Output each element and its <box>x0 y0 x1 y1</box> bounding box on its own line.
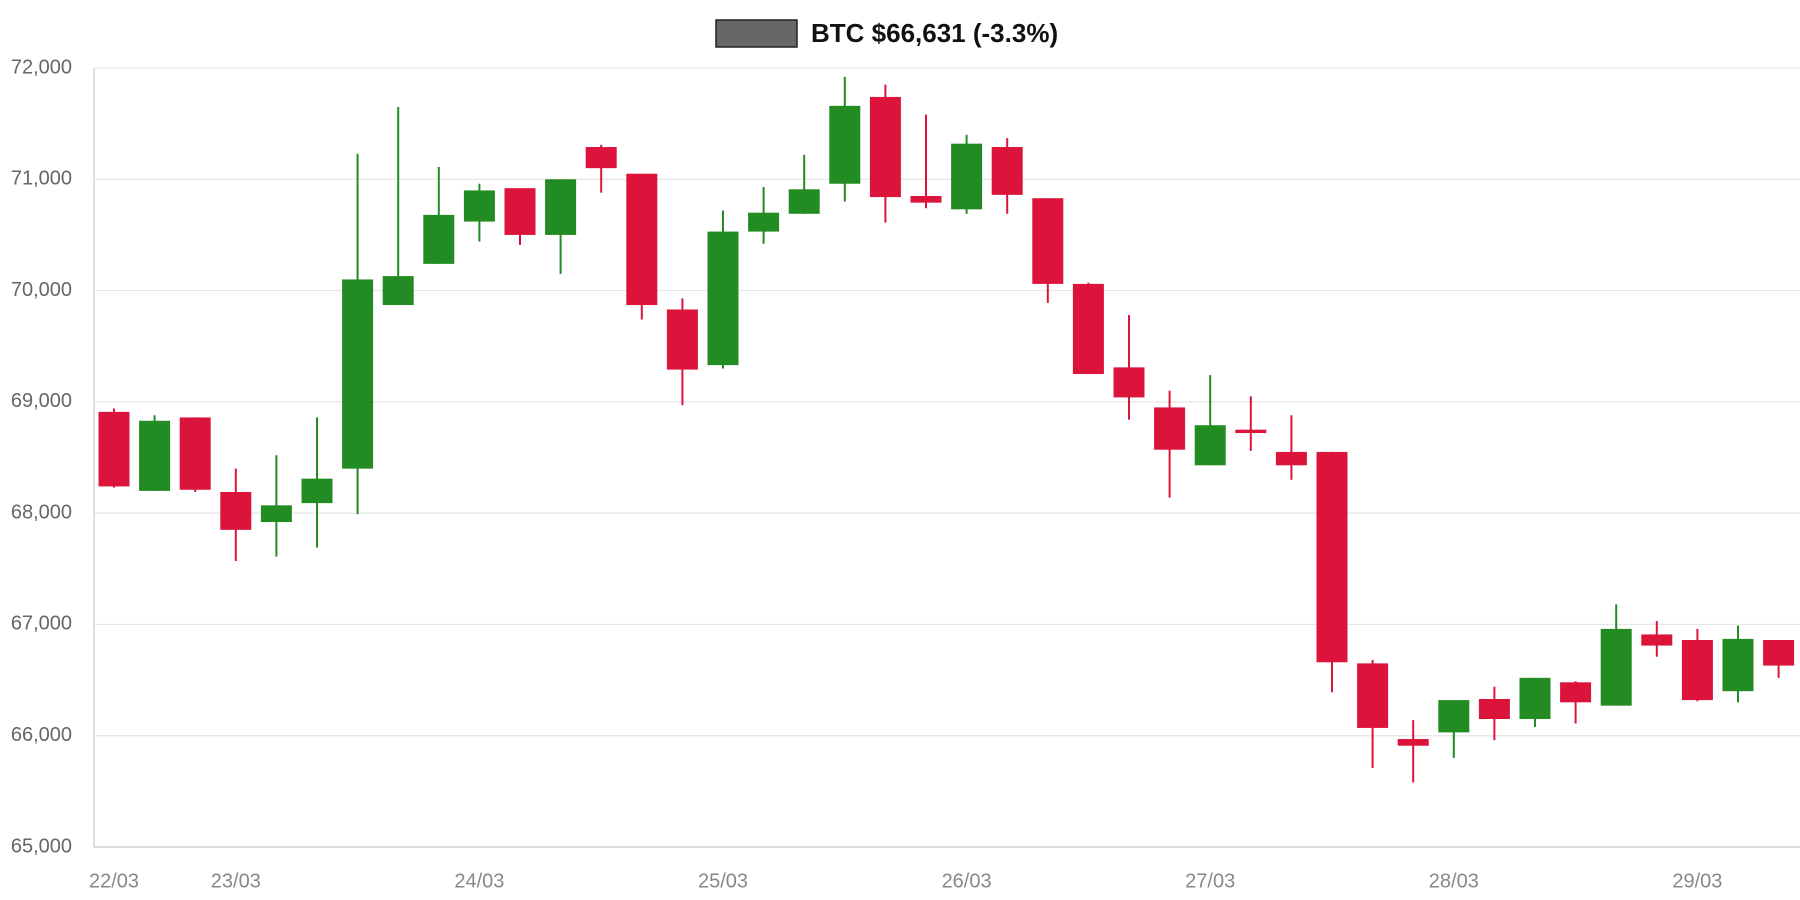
candle-body <box>423 214 455 264</box>
candle-body <box>1397 739 1429 746</box>
candle-body <box>1194 425 1226 466</box>
candle-body <box>179 417 211 490</box>
candle-body <box>585 147 617 169</box>
candle-body <box>260 505 292 523</box>
x-tick-label: 28/03 <box>1429 870 1479 892</box>
candle-body <box>991 147 1023 195</box>
candle-body <box>788 189 820 214</box>
y-tick-label: 65,000 <box>11 835 72 857</box>
candle-body <box>1478 698 1510 720</box>
candle-body <box>220 491 252 530</box>
y-tick-label: 69,000 <box>11 390 72 412</box>
candle-body <box>1357 663 1389 728</box>
candle-body <box>869 96 901 198</box>
candle-body <box>98 411 130 487</box>
candle-body <box>1641 634 1673 646</box>
candle-body <box>545 179 577 235</box>
x-tick-label: 25/03 <box>698 870 748 892</box>
legend-swatch <box>715 19 798 48</box>
x-tick-label: 27/03 <box>1185 870 1235 892</box>
candle-body <box>829 105 861 184</box>
candle-body <box>1072 283 1104 375</box>
candle-body <box>1275 451 1307 466</box>
candle-body <box>1113 367 1145 398</box>
candle-body <box>748 212 780 232</box>
candle-body <box>910 195 942 203</box>
x-tick-label: 23/03 <box>211 870 261 892</box>
x-tick-label: 22/03 <box>89 870 139 892</box>
candle-body <box>1681 640 1713 701</box>
candle-body <box>139 420 171 491</box>
candle-body <box>1763 640 1795 666</box>
candle-body <box>1600 628 1632 706</box>
x-tick-label: 24/03 <box>454 870 504 892</box>
candle-body <box>626 173 658 306</box>
legend-label: BTC $66,631 (-3.3%) <box>811 18 1058 48</box>
candle-body <box>1519 677 1551 720</box>
candle-body <box>463 190 495 222</box>
candle-body <box>301 478 333 504</box>
y-tick-label: 68,000 <box>11 501 72 523</box>
candle-body <box>707 231 739 366</box>
y-tick-label: 67,000 <box>11 613 72 635</box>
candle-body <box>1560 682 1592 703</box>
candle-body <box>1438 700 1470 733</box>
candle-body <box>382 276 414 306</box>
y-tick-label: 70,000 <box>11 279 72 301</box>
candle-body <box>1316 451 1348 663</box>
candle-body <box>1235 429 1267 434</box>
candle-body <box>951 143 983 210</box>
candle-body <box>504 188 536 235</box>
candle-body <box>666 309 698 370</box>
x-tick-label: 29/03 <box>1672 870 1722 892</box>
y-tick-label: 71,000 <box>11 168 72 190</box>
candle-body <box>1032 198 1064 284</box>
candle-body <box>342 279 374 469</box>
y-tick-label: 72,000 <box>11 56 72 78</box>
candle-body <box>1154 407 1186 450</box>
x-tick-label: 26/03 <box>942 870 992 892</box>
candle-body <box>1722 638 1754 692</box>
y-tick-label: 66,000 <box>11 724 72 746</box>
